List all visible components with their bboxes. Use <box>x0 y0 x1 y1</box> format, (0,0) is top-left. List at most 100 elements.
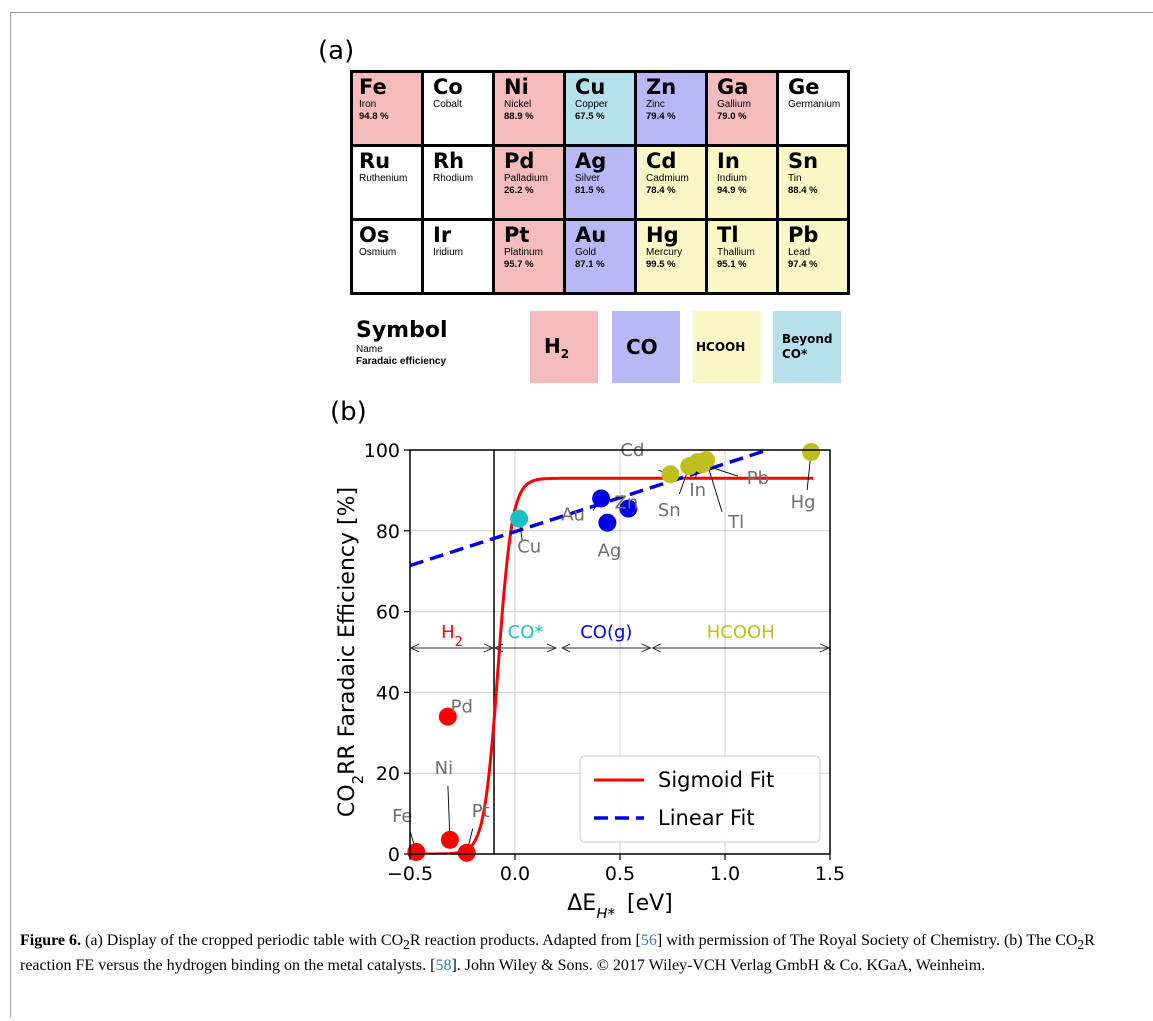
element-cell-sn: Sn Tin 88.4 % <box>779 147 850 221</box>
caption-text-5: ]. John Wiley & Sons. © 2017 Wiley-VCH V… <box>451 957 986 975</box>
region-label-sub: 2 <box>455 634 463 649</box>
x-axis-title-unit: [eV] <box>627 891 673 916</box>
element-name: Gold <box>575 247 597 258</box>
element-name: Gallium <box>717 99 751 110</box>
element-symbol: Ga <box>717 75 749 99</box>
figure-frame-top <box>10 12 1153 13</box>
swatch-co: CO <box>612 311 680 383</box>
caption-lead: Figure 6. <box>20 932 82 949</box>
region-label-text: CO(g) <box>580 622 632 643</box>
element-symbol: Pd <box>504 149 535 173</box>
x-tick-label: 0.5 <box>605 863 635 885</box>
element-cell-ni: Ni Nickel 88.9 % <box>495 73 566 147</box>
element-symbol: Co <box>433 75 463 99</box>
region-label-text: CO* <box>508 622 544 643</box>
element-faradaic-efficiency: 81.5 % <box>575 185 605 196</box>
y-tick-label: 40 <box>376 682 400 704</box>
element-symbol: In <box>717 149 740 173</box>
element-faradaic-efficiency: 99.5 % <box>646 259 676 270</box>
element-name: Nickel <box>504 99 532 110</box>
fe-vs-binding-chart: H2 CO* CO(g) HCOOH FeNiPtPdCuAuAgZnCdSnInTl… <box>335 440 845 918</box>
element-symbol: Fe <box>359 75 387 99</box>
element-faradaic-efficiency: 67.5 % <box>575 111 605 122</box>
y-axis-title-main: CO <box>335 784 360 817</box>
point-label-zn: Zn <box>615 493 639 514</box>
swatch-h2: H2 <box>530 311 598 383</box>
element-faradaic-efficiency: 78.4 % <box>646 185 676 196</box>
caption-ref-58[interactable]: 58 <box>435 957 452 975</box>
element-name: Palladium <box>504 173 548 184</box>
element-faradaic-efficiency: 87.1 % <box>575 259 605 270</box>
region-label: CO(g) <box>580 622 632 643</box>
element-symbol: Ag <box>575 149 607 173</box>
element-symbol: Rh <box>433 149 465 173</box>
point-label-ni: Ni <box>435 758 453 779</box>
y-axis-title-sub: 2 <box>349 775 367 785</box>
y-axis-title: CO2RR Faradaic Efficiency [%] <box>335 487 367 817</box>
element-faradaic-efficiency: 26.2 % <box>504 185 534 196</box>
element-cell-pd: Pd Palladium 26.2 % <box>495 147 566 221</box>
element-name: Zinc <box>646 99 665 110</box>
swatch-beyond-co: Beyond CO* <box>773 311 841 383</box>
caption-text-4: R reaction FE versus the hydrogen bindin… <box>20 932 1095 975</box>
element-symbol: Pb <box>788 223 819 247</box>
caption-sub-1: 2 <box>403 937 410 953</box>
y-tick-label: 60 <box>376 602 400 624</box>
data-point-fe <box>407 842 426 861</box>
panel-b-label: (b) <box>330 397 367 427</box>
element-name: Rhodium <box>433 173 474 184</box>
region-label: HCOOH <box>707 622 775 643</box>
point-label-pb: Pb <box>747 468 769 489</box>
y-axis-title-rest: RR Faradaic Efficiency [%] <box>335 487 360 775</box>
element-symbol: Zn <box>646 75 677 99</box>
element-name: Mercury <box>646 247 683 258</box>
panel-a-label: (a) <box>318 36 355 66</box>
element-symbol: Tl <box>717 223 739 247</box>
y-tick-label: 0 <box>388 844 400 866</box>
element-symbol: Ir <box>433 223 452 247</box>
x-tick-label: −0.5 <box>387 863 433 885</box>
element-cell-tl: Tl Thallium 95.1 % <box>708 221 779 295</box>
element-symbol: Hg <box>646 223 679 247</box>
element-name: Indium <box>717 173 748 184</box>
element-symbol: Ge <box>788 75 820 99</box>
point-label-tl: Tl <box>727 512 744 533</box>
legend-box <box>579 755 821 843</box>
data-point-au <box>592 489 611 508</box>
element-name: Osmium <box>359 247 397 258</box>
element-name: Silver <box>575 173 601 184</box>
swatch-beyond-label-2: CO* <box>782 347 808 361</box>
element-faradaic-efficiency: 88.4 % <box>788 185 818 196</box>
point-label-ag: Ag <box>598 541 622 562</box>
element-faradaic-efficiency: 95.1 % <box>717 259 747 270</box>
legend-linear-label: Linear Fit <box>658 806 755 830</box>
swatch-beyond-label: Beyond <box>782 332 833 346</box>
x-axis-title: ΔEH* [eV] <box>567 891 673 918</box>
element-symbol: Cu <box>575 75 606 99</box>
caption-ref-56[interactable]: 56 <box>640 932 657 949</box>
element-name: Thallium <box>717 247 755 258</box>
key-symbol: Symbol <box>356 318 448 343</box>
element-cell-ru: Ru Ruthenium <box>353 147 424 221</box>
element-cell-zn: Zn Zinc 79.4 % <box>637 73 708 147</box>
element-cell-in: In Indium 94.9 % <box>708 147 779 221</box>
point-label-sn: Sn <box>658 500 681 521</box>
region-label-text: H <box>441 622 455 643</box>
element-faradaic-efficiency: 79.0 % <box>717 111 747 122</box>
chart-legend: Sigmoid Fit Linear Fit <box>579 755 821 843</box>
element-cell-hg: Hg Mercury 99.5 % <box>637 221 708 295</box>
y-tick-label: 100 <box>364 440 400 462</box>
element-faradaic-efficiency: 97.4 % <box>788 259 818 270</box>
element-name: Cadmium <box>646 173 689 184</box>
data-point-cu <box>510 509 529 528</box>
legend-sigmoid-label: Sigmoid Fit <box>658 768 774 792</box>
element-name: Iron <box>359 99 377 110</box>
point-label-pd: Pd <box>451 697 473 718</box>
swatch-h2-label: H <box>544 333 561 358</box>
element-cell-pb: Pb Lead 97.4 % <box>779 221 850 295</box>
element-name: Tin <box>788 173 802 184</box>
data-point-pt <box>457 843 476 862</box>
point-label-cu: Cu <box>517 537 541 558</box>
